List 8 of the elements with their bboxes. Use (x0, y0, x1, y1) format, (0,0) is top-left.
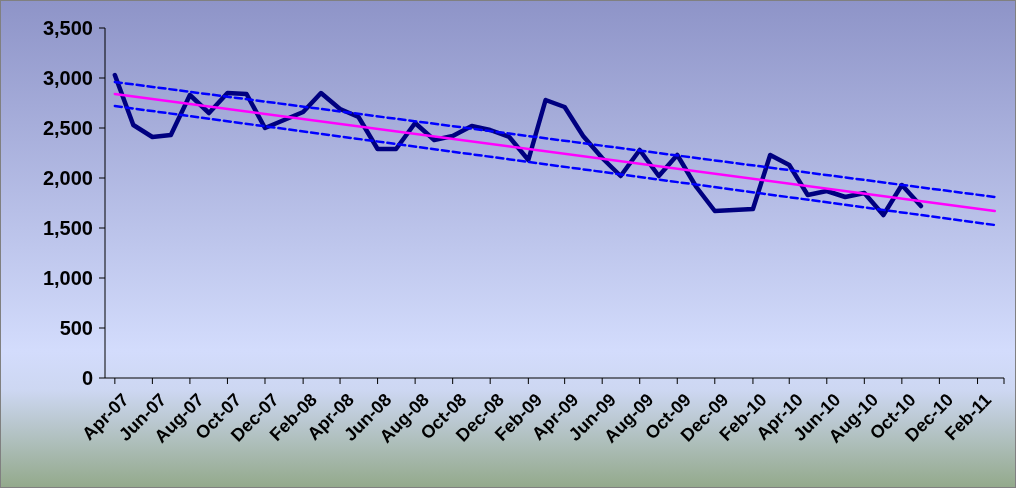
y-tick-label: 2,500 (42, 117, 93, 139)
y-tick-label: 1,500 (42, 217, 93, 239)
y-tick-label: 1,000 (42, 267, 93, 289)
y-tick-label: 3,000 (42, 67, 93, 89)
y-tick-label: 500 (59, 317, 93, 339)
y-tick-label: 3,500 (42, 17, 93, 39)
y-tick-label: 2,000 (42, 167, 93, 189)
y-tick-label: 0 (81, 367, 93, 389)
